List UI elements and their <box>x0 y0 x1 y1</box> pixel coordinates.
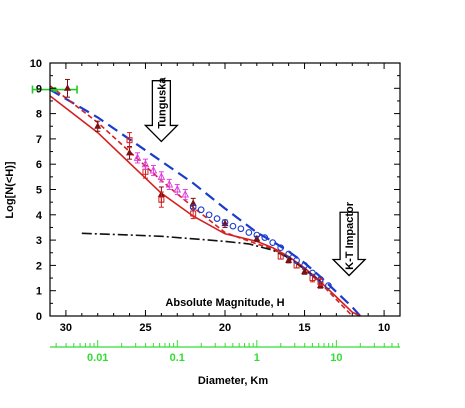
dark-triangle-marker <box>126 148 134 156</box>
x-axis-label: Absolute Magnitude, H <box>165 297 284 309</box>
annotation-arrow <box>143 80 179 143</box>
annotation-label: K-T Impactor <box>344 201 356 270</box>
dark-triangle-marker <box>94 122 102 129</box>
blue-circle-marker <box>245 229 253 236</box>
y-tick-label: 2 <box>36 260 42 272</box>
y-tick-label: 1 <box>36 286 42 298</box>
blue-circle-marker <box>325 282 332 289</box>
blue-circle-marker <box>285 250 292 258</box>
diameter-tick-label: 1 <box>254 352 260 364</box>
magenta-triangle-marker <box>173 184 182 193</box>
diameter-tick-label: 0.01 <box>87 352 108 364</box>
blue-circle-marker <box>317 275 324 283</box>
blue-circle-marker <box>221 219 229 226</box>
y-tick-label: 3 <box>36 235 42 247</box>
blue-circle-marker <box>229 222 237 230</box>
diameter-tick-label: 10 <box>330 352 342 364</box>
dark-triangle-marker <box>189 199 197 206</box>
blue-circle-marker <box>189 203 197 211</box>
annotation-label: Tunguska <box>156 77 168 129</box>
secondary-axis-label: Diameter, Km <box>198 375 269 387</box>
blue-circle-marker <box>237 225 245 233</box>
blue-circle-marker <box>253 231 261 239</box>
red-square-marker <box>277 253 284 260</box>
y-tick-label: 7 <box>36 134 42 146</box>
magenta-triangle-marker <box>141 159 150 168</box>
x-tick-label: 15 <box>298 322 310 334</box>
magenta-triangle-marker <box>181 189 190 198</box>
dark-triangle-marker <box>301 267 309 275</box>
x-tick-label: 25 <box>139 322 151 334</box>
red-square-marker <box>126 137 133 144</box>
red-square-marker <box>317 278 324 285</box>
magenta-triangle-marker <box>157 172 166 180</box>
blue-circle-marker <box>197 206 205 214</box>
series-line-red-solid <box>49 95 361 317</box>
blue-circle-marker <box>261 234 269 241</box>
blue-circle-marker <box>213 215 221 222</box>
dark-triangle-marker <box>64 84 71 91</box>
magenta-triangle-marker <box>149 165 158 174</box>
blue-circle-marker <box>277 244 285 252</box>
y-tick-label: 5 <box>36 185 42 197</box>
magenta-triangle-marker <box>133 153 142 161</box>
blue-circle-marker <box>293 256 300 264</box>
magenta-triangle-marker <box>165 179 174 188</box>
x-tick-label: 20 <box>219 322 231 334</box>
x-tick-label: 30 <box>60 322 72 334</box>
red-square-marker <box>190 210 197 217</box>
y-tick-label: 9 <box>36 83 42 95</box>
x-tick-label: 10 <box>378 322 390 334</box>
plot-area <box>50 63 400 316</box>
blue-circle-marker <box>205 211 213 219</box>
diameter-tick-label: 0.1 <box>170 352 185 364</box>
blue-circle-marker <box>269 239 277 246</box>
red-square-marker <box>158 196 165 203</box>
blue-circle-marker <box>309 269 316 277</box>
dark-triangle-marker <box>285 256 293 263</box>
annotation-arrow <box>331 211 367 277</box>
y-tick-label: 6 <box>36 159 42 171</box>
y-tick-label: 8 <box>36 109 42 121</box>
blue-circle-marker <box>301 262 308 269</box>
y-tick-label: 4 <box>36 210 43 222</box>
y-axis-label: Log[N(<H)] <box>4 161 16 218</box>
y-tick-label: 10 <box>30 58 42 70</box>
y-tick-label: 0 <box>36 311 42 323</box>
